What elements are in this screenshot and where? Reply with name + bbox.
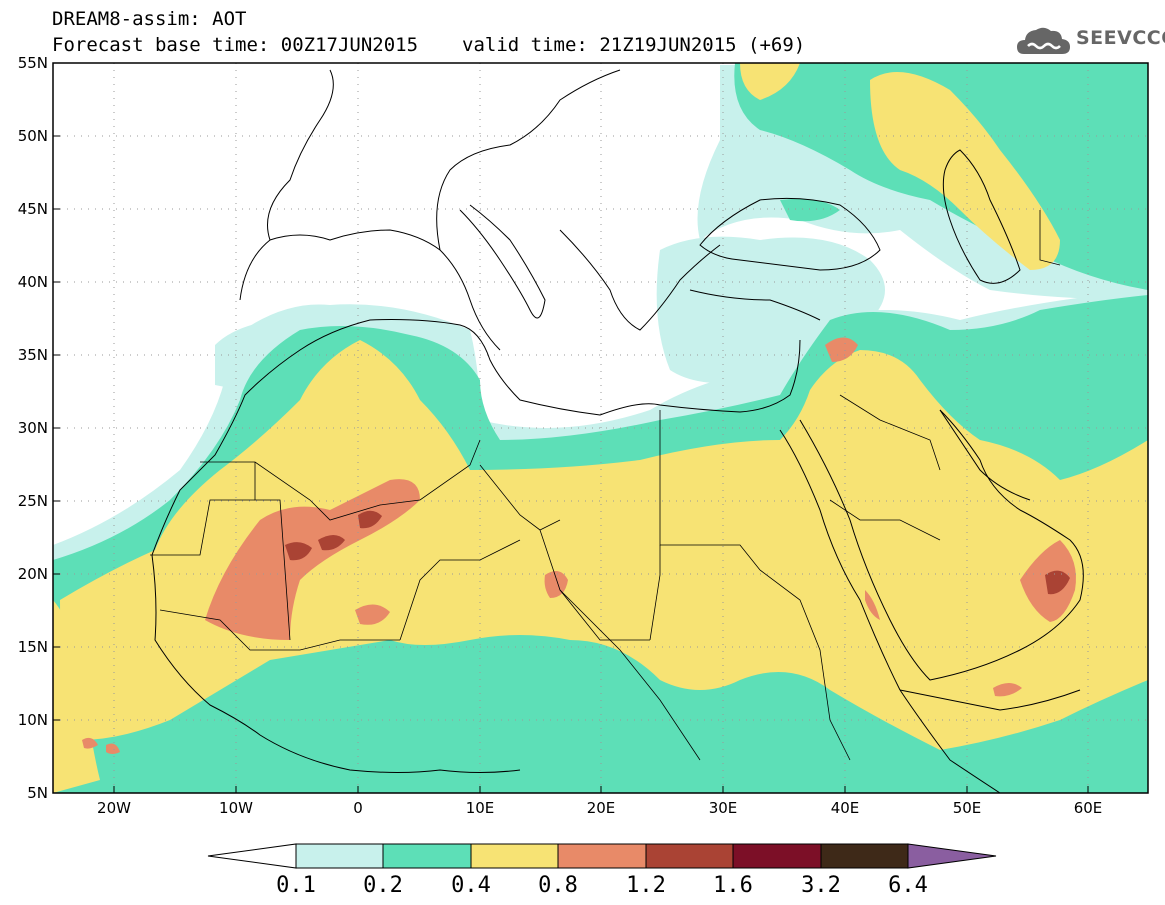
graticule <box>53 63 1148 793</box>
colorbar-high-arrow <box>907 843 997 869</box>
colorbar-segment <box>557 843 647 869</box>
colorbar-segment <box>645 843 734 869</box>
aot-field <box>53 63 1148 793</box>
colorbar-segment <box>382 843 472 869</box>
lat-label: 20N <box>18 565 48 583</box>
lat-label: 35N <box>18 346 48 364</box>
lon-label: 20W <box>97 799 131 817</box>
lat-label: 40N <box>18 273 48 291</box>
coastlines <box>151 69 1084 793</box>
aot-band-1-2 <box>285 510 1070 595</box>
lat-label: 25N <box>18 492 48 510</box>
lon-label: 30E <box>709 799 738 817</box>
time-info: Forecast base time: 00Z17JUN2015 valid ti… <box>52 36 805 55</box>
seevccc-logo: SEEVCCC <box>1016 24 1165 60</box>
colorbar-label: 0.1 <box>276 873 316 898</box>
valid-time-label: valid time: 21Z19JUN2015 (+69) <box>462 34 806 56</box>
colorbar-label: 0.4 <box>451 873 491 898</box>
colorbar-label: 1.6 <box>713 873 753 898</box>
colorbar-low-arrow <box>207 843 297 869</box>
map-title: DREAM8-assim: AOT <box>52 8 247 30</box>
colorbar-segment <box>820 843 909 869</box>
lon-label: 10W <box>219 799 253 817</box>
lat-label: 45N <box>18 200 48 218</box>
colorbar-label: 3.2 <box>801 873 841 898</box>
tick-marks <box>53 135 1089 793</box>
colorbar-segment <box>295 843 384 869</box>
lon-label: 50E <box>953 799 982 817</box>
lat-label: 30N <box>18 419 48 437</box>
colorbar-segment <box>732 843 822 869</box>
lat-label: 5N <box>27 784 48 802</box>
lon-label: 60E <box>1074 799 1103 817</box>
colorbar-label: 0.2 <box>363 873 403 898</box>
lat-labels: 55N 50N 45N 40N 35N 30N 25N 20N 15N 10N … <box>18 54 48 802</box>
colorbar-segment <box>470 843 559 869</box>
cloud-icon <box>1017 27 1070 54</box>
colorbar-label: 6.4 <box>888 873 928 898</box>
lon-labels: 20W 10W 0 10E 20E 30E 40E 50E 60E <box>97 799 1102 817</box>
country-borders <box>150 210 1061 761</box>
lat-label: 50N <box>18 127 48 145</box>
lon-label: 40E <box>831 799 860 817</box>
lat-label: 55N <box>18 54 48 72</box>
lon-label: 10E <box>466 799 495 817</box>
colorbar: 0.1 0.2 0.4 0.8 1.2 1.6 3.2 6.4 <box>207 843 997 898</box>
colorbar-label: 1.2 <box>626 873 666 898</box>
lat-label: 10N <box>18 711 48 729</box>
lat-label: 15N <box>18 638 48 656</box>
lon-label: 20E <box>587 799 616 817</box>
lon-label: 0 <box>353 799 363 817</box>
aot-band-0-4 <box>53 63 1148 793</box>
base-time-label: Forecast base time: 00Z17JUN2015 <box>52 34 419 56</box>
colorbar-label: 0.8 <box>538 873 578 898</box>
logo-text: SEEVCCC <box>1076 27 1165 49</box>
